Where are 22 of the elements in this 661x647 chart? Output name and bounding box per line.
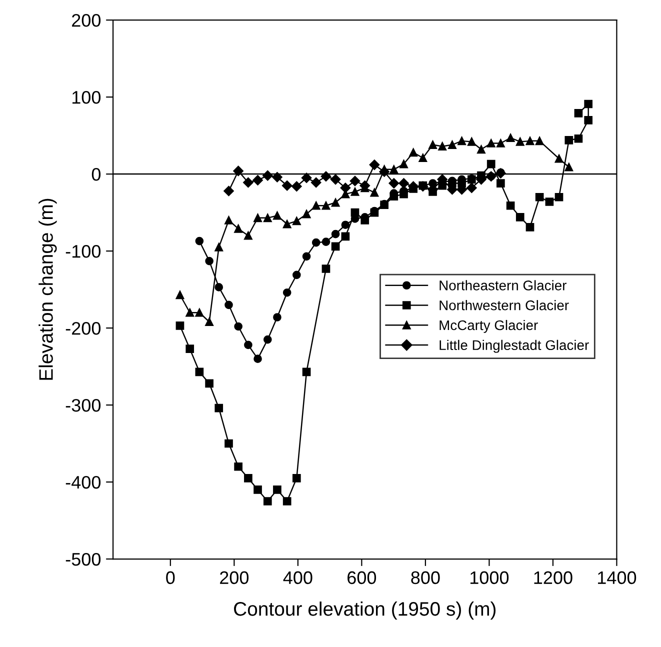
y-tick-label: -200 — [66, 322, 101, 335]
x-tick-label: 600 — [348, 571, 376, 584]
y-tick-label: 100 — [72, 90, 101, 104]
x-tick-label: 200 — [220, 571, 249, 584]
x-axis-title: Contour elevation (1950 s) (m) — [234, 602, 496, 620]
y-tick-label: -300 — [66, 398, 101, 412]
legend-label: McCarty Glacier — [440, 320, 538, 333]
y-axis-title: Elevation change (m) — [38, 198, 57, 380]
x-tick-label: 0 — [166, 571, 175, 584]
x-tick-label: 1400 — [598, 571, 636, 584]
x-tick-label: 800 — [411, 571, 440, 584]
y-tick-label: -400 — [66, 476, 101, 489]
y-tick-label: 200 — [72, 14, 101, 27]
x-tick-label: 1000 — [470, 571, 509, 584]
legend-label: Little Dinglestadt Glacier — [440, 340, 589, 353]
x-tick-label: 1200 — [534, 571, 572, 584]
y-tick-label: 0 — [92, 168, 101, 181]
y-tick-label: -100 — [66, 244, 101, 258]
x-tick-label: 400 — [283, 571, 312, 584]
legend-label: Northwestern Glacier — [440, 300, 569, 310]
legend-label: Northeastern Glacier — [440, 280, 566, 290]
y-tick-label: -500 — [66, 552, 101, 566]
